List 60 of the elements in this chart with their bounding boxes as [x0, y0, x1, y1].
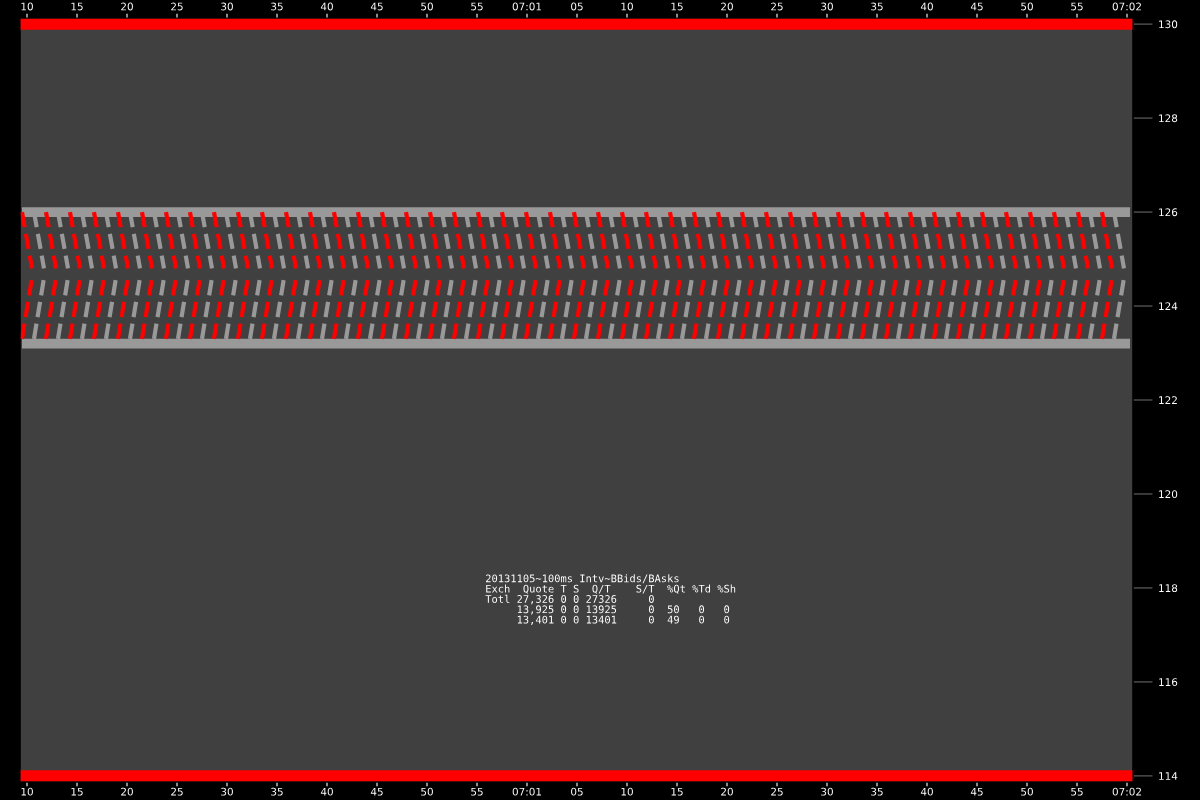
x-tick-label: 35 — [271, 787, 283, 796]
x-tick-label: 35 — [871, 787, 883, 796]
annotation: Exch Quote T S Q/T S/T %Qt %Td %Sh — [486, 584, 736, 594]
x-tick-label: 07:01 — [512, 787, 542, 796]
x-tick-label: 10 — [621, 787, 633, 796]
x2-tick-label: 25 — [771, 2, 783, 11]
x2-tick-label: 10 — [621, 2, 633, 11]
x2-tick-label: 07:01 — [512, 2, 542, 11]
y-tick-label: 128 — [1159, 114, 1178, 123]
x-tick-label: 40 — [920, 787, 933, 796]
x2-tick-label: 20 — [121, 2, 133, 11]
x2-tick-label: 45 — [370, 2, 383, 11]
x2-tick-label: 07:02 — [1112, 2, 1141, 11]
x-tick-label: 07:02 — [1112, 787, 1141, 796]
y-tick-label: 130 — [1159, 20, 1178, 29]
y-tick-label: 126 — [1159, 208, 1178, 217]
x-tick-label: 30 — [221, 787, 233, 796]
x-tick-label: 45 — [970, 787, 983, 796]
x2-tick-label: 50 — [421, 2, 433, 11]
x-tick-label: 30 — [821, 787, 833, 796]
x-tick-label: 10 — [21, 787, 33, 796]
x-tick-label: 45 — [370, 787, 383, 796]
x-tick-label: 55 — [471, 787, 483, 796]
annotation: 20131105~100ms Intv~BBids/BAsks — [486, 574, 679, 584]
annotation: 13,401 0 0 13401 0 49 0 0 — [517, 615, 730, 625]
y-tick-label: 120 — [1159, 490, 1178, 499]
x-tick-label: 20 — [121, 787, 133, 796]
x2-tick-label: 15 — [671, 2, 683, 11]
x2-tick-label: 30 — [221, 2, 233, 11]
x-tick-label: 40 — [320, 787, 333, 796]
x-tick-label: 50 — [1021, 787, 1033, 796]
x2-tick-label: 10 — [21, 2, 33, 11]
x2-tick-label: 55 — [1071, 2, 1083, 11]
x-tick-label: 15 — [71, 787, 83, 796]
y-tick-label: 116 — [1159, 678, 1178, 687]
x2-tick-label: 05 — [571, 2, 583, 11]
x2-tick-label: 45 — [970, 2, 983, 11]
x-tick-label: 25 — [171, 787, 183, 796]
x-tick-label: 55 — [1071, 787, 1083, 796]
y-tick-label: 124 — [1159, 302, 1178, 310]
y-tick-label: 118 — [1159, 584, 1178, 593]
annotation: 13,925 0 0 13925 0 50 0 0 — [517, 605, 730, 615]
x2-tick-label: 20 — [721, 2, 733, 11]
annotation: Totl 27,326 0 0 27326 0 — [485, 594, 654, 605]
x2-tick-label: 35 — [871, 2, 883, 11]
x-tick-label: 50 — [421, 787, 433, 796]
x2-tick-label: 40 — [920, 2, 933, 11]
x2-tick-label: 30 — [821, 2, 833, 11]
x2-tick-label: 35 — [271, 2, 283, 11]
x-tick-label: 05 — [571, 787, 583, 796]
x-tick-label: 20 — [721, 787, 733, 796]
x2-tick-label: 50 — [1021, 2, 1033, 11]
x2-tick-label: 55 — [471, 2, 483, 11]
y-tick-label: 114 — [1159, 772, 1178, 780]
x2-tick-label: 40 — [320, 2, 333, 11]
x2-tick-label: 15 — [71, 2, 83, 11]
x-tick-label: 15 — [671, 787, 683, 796]
x-tick-label: 25 — [771, 787, 783, 796]
x2-tick-label: 25 — [171, 2, 183, 11]
y-tick-label: 122 — [1159, 396, 1177, 404]
